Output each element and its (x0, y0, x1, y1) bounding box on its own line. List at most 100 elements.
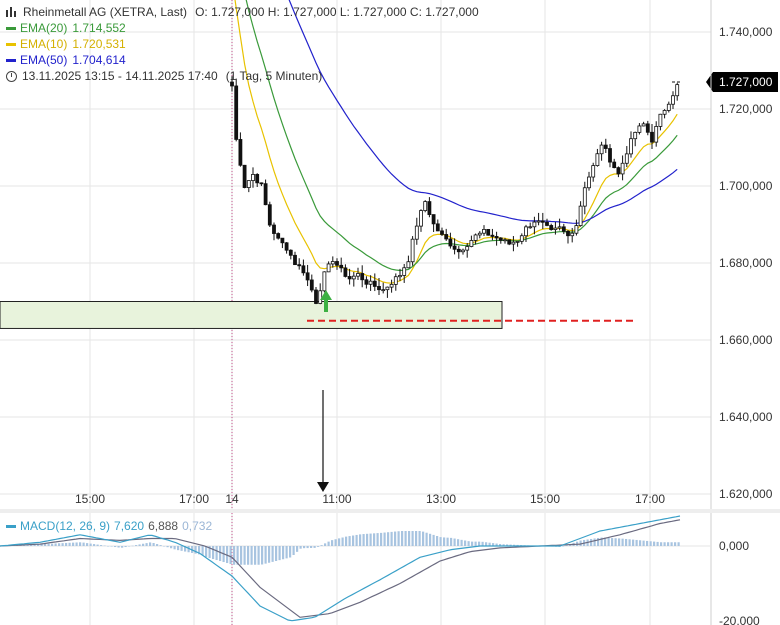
down-arrow-icon (317, 482, 329, 492)
macd-hist-bar (79, 542, 82, 546)
macd-hist-bar (628, 539, 631, 546)
candle-body (385, 286, 390, 291)
candle-body (532, 221, 537, 228)
candle-body (507, 239, 512, 245)
candle-body (536, 220, 541, 223)
instrument-row: Rheinmetall AG (XETRA, Last) O: 1.727,00… (6, 4, 479, 20)
candle-body (511, 241, 516, 245)
candle-body (267, 204, 272, 226)
support-zone (0, 301, 503, 329)
candle-body (578, 205, 583, 226)
candle-body (339, 264, 344, 269)
macd-hist-bar (660, 542, 663, 546)
candle-body (456, 248, 461, 253)
candle-body (393, 276, 398, 285)
macd-hist-bar (499, 544, 502, 546)
macd-hist-bar (51, 543, 54, 546)
macd-hist-bar (201, 546, 204, 556)
macd-hist-bar (359, 534, 362, 546)
support-zone-layer (0, 301, 633, 329)
macd-hist-bar (593, 538, 596, 546)
macd-hist-bar (110, 546, 113, 547)
signal-value: 6,888 (148, 519, 179, 533)
ema10-swatch (6, 42, 16, 46)
candle-body (280, 237, 285, 244)
ema20-label: EMA(20) (20, 21, 68, 35)
indicator-ema10[interactable]: EMA(10) 1.720,531 (6, 36, 479, 52)
macd-hist-bar (331, 540, 334, 546)
macd-hist-bar (320, 545, 323, 546)
macd-hist-bar (394, 531, 397, 546)
macd-hist-bar (268, 546, 271, 563)
macd-hist-bar (352, 535, 355, 546)
macd-hist-bar (509, 544, 512, 546)
indicator-ema20[interactable]: EMA(20) 1.714,552 (6, 20, 479, 36)
candle-body (444, 234, 449, 240)
candle-body (549, 225, 554, 230)
candle-body (246, 180, 251, 188)
ema50-value: 1.704,614 (72, 53, 126, 67)
macd-hist-bar (289, 546, 292, 558)
macd-hist-bar (457, 539, 460, 546)
candle-body (591, 165, 596, 178)
last-price-label: 1.727,000 (719, 75, 773, 89)
macd-hist-bar (345, 536, 348, 546)
candle-body (650, 131, 654, 143)
macd-hist-bar (236, 546, 239, 565)
candle-body (574, 225, 579, 234)
macd-signal-line (0, 519, 681, 618)
candle-body (477, 232, 482, 236)
macd-tick-label: 0,000 (719, 539, 749, 553)
macd-hist-bar (635, 539, 638, 546)
macd-hist-bar (296, 546, 299, 552)
macd-hist-bar (159, 545, 162, 546)
macd-hist-bar (37, 544, 40, 546)
macd-hist-bar (646, 540, 649, 546)
macd-hist-bar (135, 545, 138, 546)
macd-hist-bar (86, 543, 89, 546)
ohlc-values: O: 1.727,000 H: 1.727,000 L: 1.727,000 C… (195, 5, 479, 19)
ema20-swatch (6, 26, 16, 30)
candle-body (238, 139, 243, 166)
x-tick-label: 17:00 (179, 492, 209, 506)
macd-hist-bar (33, 544, 36, 546)
candle-body (343, 267, 348, 277)
candle-body (427, 201, 432, 215)
macd-hist-bar (282, 546, 285, 560)
candle-body (482, 228, 486, 234)
macd-hist-bar (180, 546, 183, 551)
candle-body (473, 234, 478, 241)
macd-hist-bar (240, 546, 243, 565)
macd-hist-bar (432, 534, 435, 546)
candle-body (293, 254, 297, 266)
macd-hist-bar (338, 538, 341, 546)
candle-body (515, 240, 520, 243)
macd-hist-bar (61, 543, 64, 546)
macd-hist-bar (677, 542, 680, 546)
macd-hist-bar (502, 544, 505, 546)
ema10-value: 1.720,531 (72, 37, 126, 51)
clock-icon (6, 70, 17, 82)
candle-body (276, 233, 281, 239)
candle-body (486, 228, 491, 236)
candle-body (230, 81, 234, 87)
candle-body (314, 289, 318, 304)
macd-hist-bar (65, 542, 68, 546)
macd-hist-bar (131, 545, 134, 547)
candle-body (675, 84, 680, 97)
macd-hist-bar (310, 546, 313, 548)
candle-body (351, 275, 356, 280)
indicator-ema50[interactable]: EMA(50) 1.704,614 (6, 52, 479, 68)
macd-hist-bar (467, 541, 470, 546)
macd-legend[interactable]: MACD(12, 26, 9) 7,620 6,888 0,732 (6, 519, 216, 533)
candle-body (389, 283, 394, 288)
candle-body (410, 238, 415, 263)
candle-body (662, 110, 667, 115)
macd-hist-bar (632, 539, 635, 546)
candle-body (557, 226, 562, 229)
macd-hist-bar (215, 546, 218, 561)
macd-hist-bar (663, 542, 666, 546)
macd-value: 7,620 (114, 519, 145, 533)
